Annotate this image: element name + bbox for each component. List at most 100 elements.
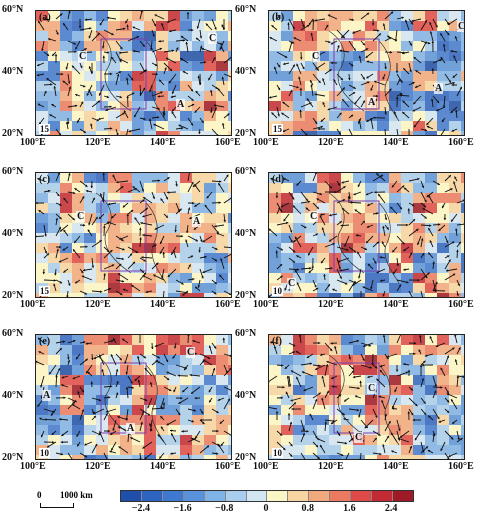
wind-arrowhead xyxy=(53,279,56,282)
wind-arrowhead xyxy=(91,265,95,268)
wind-arrowhead xyxy=(210,110,213,113)
field-cell xyxy=(168,193,180,203)
field-cell xyxy=(341,273,353,283)
latitude-label: 40°N xyxy=(235,228,257,239)
field-cell xyxy=(228,355,231,365)
field-cell xyxy=(84,445,96,455)
wind-arrowhead xyxy=(342,412,345,416)
wind-arrowhead xyxy=(132,261,136,265)
wind-arrowhead xyxy=(180,234,183,238)
wind-arrowhead xyxy=(281,112,284,116)
latitude-label: 20°N xyxy=(2,290,24,301)
field-cell xyxy=(305,11,317,21)
field-cell xyxy=(413,405,425,415)
field-cell xyxy=(144,11,156,21)
wind-arrowhead xyxy=(229,367,231,371)
wind-arrowhead xyxy=(424,216,427,219)
field-cell xyxy=(281,395,293,405)
field-cell xyxy=(204,293,216,297)
field-cell xyxy=(461,345,464,355)
wind-arrowhead xyxy=(180,396,183,400)
field-cell xyxy=(180,385,192,395)
wind-arrowhead xyxy=(88,66,92,69)
wind-arrowhead xyxy=(314,284,317,288)
field-cell xyxy=(377,375,389,385)
field-cell xyxy=(168,41,180,51)
field-cell xyxy=(437,11,449,21)
field-cell xyxy=(144,385,156,395)
wind-arrowhead xyxy=(155,360,158,363)
wind-arrowhead xyxy=(306,355,310,358)
field-cell xyxy=(72,193,84,203)
field-cell xyxy=(401,101,413,111)
field-cell xyxy=(341,61,353,71)
colorbar-tick-label: −1.6 xyxy=(173,503,192,514)
wind-arrowhead xyxy=(384,66,387,70)
field-cell xyxy=(36,21,48,31)
field-cell xyxy=(48,345,60,355)
wind-arrowhead xyxy=(202,270,205,274)
field-cell xyxy=(437,293,449,297)
field-cell xyxy=(329,345,341,355)
wind-arrowhead xyxy=(344,244,347,247)
field-cell xyxy=(317,121,329,131)
field-cell xyxy=(317,173,329,183)
wind-arrowhead xyxy=(103,225,106,228)
wind-arrowhead xyxy=(142,446,145,449)
wind-arrowhead xyxy=(106,249,110,253)
wind-arrowhead xyxy=(191,98,194,101)
field-cell xyxy=(293,415,305,425)
wind-arrowhead xyxy=(161,23,164,26)
field-cell xyxy=(293,365,305,375)
wind-arrowhead xyxy=(387,35,390,39)
wind-arrowhead xyxy=(369,366,372,369)
wind-arrowhead xyxy=(59,348,62,351)
wind-arrowhead xyxy=(71,65,75,69)
panel-label: (b) xyxy=(272,12,285,23)
field-cell xyxy=(269,11,281,21)
field-cell xyxy=(180,273,192,283)
wind-arrowhead xyxy=(329,185,332,189)
field-cell xyxy=(401,455,413,459)
wind-arrowhead xyxy=(186,12,190,15)
map-panel-a: (a) 15 C C A xyxy=(35,10,232,136)
wind-arrowhead xyxy=(288,384,292,387)
wind-arrowhead xyxy=(430,98,434,102)
cyclone-marker: C xyxy=(457,21,465,32)
wind-arrowhead xyxy=(131,386,134,389)
field-cell xyxy=(389,131,401,135)
field-cell xyxy=(48,131,60,135)
field-cell xyxy=(84,61,96,71)
wind-arrowhead xyxy=(76,356,79,360)
field-cell xyxy=(281,355,293,365)
field-cell xyxy=(120,243,132,253)
wind-arrowhead xyxy=(439,59,442,62)
wind-arrowhead xyxy=(351,370,355,373)
wind-arrowhead xyxy=(47,445,50,448)
wind-arrowhead xyxy=(367,375,370,379)
field-cell xyxy=(461,445,464,455)
field-cell xyxy=(281,345,293,355)
scale-bar xyxy=(40,503,74,508)
field-cell xyxy=(425,233,437,243)
field-cell xyxy=(401,293,413,297)
field-cell xyxy=(425,355,437,365)
field-cell xyxy=(228,121,231,131)
longitude-label: 120°E xyxy=(85,137,111,148)
wind-arrowhead xyxy=(363,344,366,348)
wind-arrowhead xyxy=(437,416,440,420)
wind-arrowhead xyxy=(319,215,322,219)
field-cell xyxy=(353,375,365,385)
map-panel-d: (d) 10 C C xyxy=(268,172,465,298)
wind-arrowhead xyxy=(152,196,155,199)
latitude-label: 20°N xyxy=(235,452,257,463)
wind-arrowhead xyxy=(67,81,71,84)
wind-arrow xyxy=(163,290,165,297)
wind-arrowhead xyxy=(448,259,451,262)
wind-arrowhead xyxy=(99,193,103,196)
field-cell xyxy=(60,455,72,459)
field-cell xyxy=(329,21,341,31)
wind-arrowhead xyxy=(230,197,231,199)
field-cell xyxy=(60,293,72,297)
wind-arrowhead xyxy=(62,248,66,251)
